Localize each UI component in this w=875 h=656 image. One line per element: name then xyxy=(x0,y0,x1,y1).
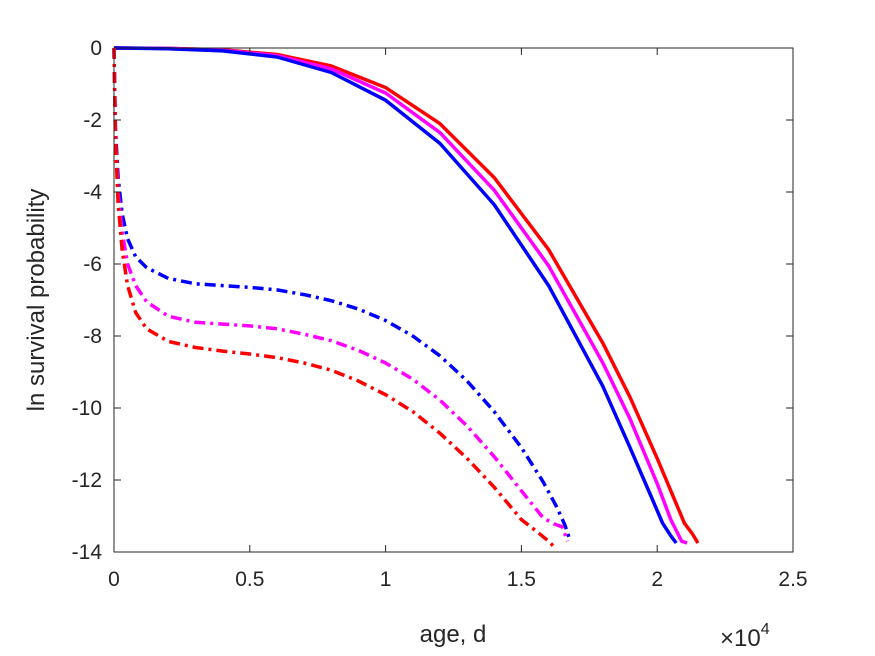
series-line-6 xyxy=(112,47,556,548)
x-tick-label: 1 xyxy=(380,568,392,591)
x-tick-label: 2 xyxy=(651,568,663,591)
y-tick-label: 0 xyxy=(90,37,102,60)
series-line-3 xyxy=(113,46,678,545)
y-tick-label: -2 xyxy=(83,109,102,132)
y-tick-label: -4 xyxy=(83,181,102,204)
series-line-5 xyxy=(112,47,570,542)
series-line-4 xyxy=(112,47,572,542)
series-layer xyxy=(112,46,700,548)
x-exponent-power: 4 xyxy=(761,621,770,638)
x-tick-label: 2.5 xyxy=(778,568,807,591)
y-tick-label: -8 xyxy=(83,325,102,348)
y-ticks: 0 -2 -4 -6 -8 -10 -12 -14 xyxy=(72,37,793,564)
y-tick-label: -6 xyxy=(83,253,102,276)
x-axis-label: age, d xyxy=(420,621,487,648)
axes-box xyxy=(113,47,794,553)
x-exponent-base: ×10 xyxy=(720,625,761,652)
y-tick-label: -14 xyxy=(72,541,103,564)
x-ticks: 0 0.5 1 1.5 2 2.5 xyxy=(108,48,808,591)
y-axis-label: ln survival probability xyxy=(23,189,50,412)
x-tick-label: 1.5 xyxy=(507,568,536,591)
x-exponent-label: ×104 xyxy=(720,621,770,652)
x-tick-label: 0 xyxy=(108,568,120,591)
y-tick-label: -12 xyxy=(72,469,102,492)
plot-area xyxy=(114,48,793,552)
x-tick-label: 0.5 xyxy=(235,568,264,591)
y-tick-label: -10 xyxy=(72,397,102,420)
